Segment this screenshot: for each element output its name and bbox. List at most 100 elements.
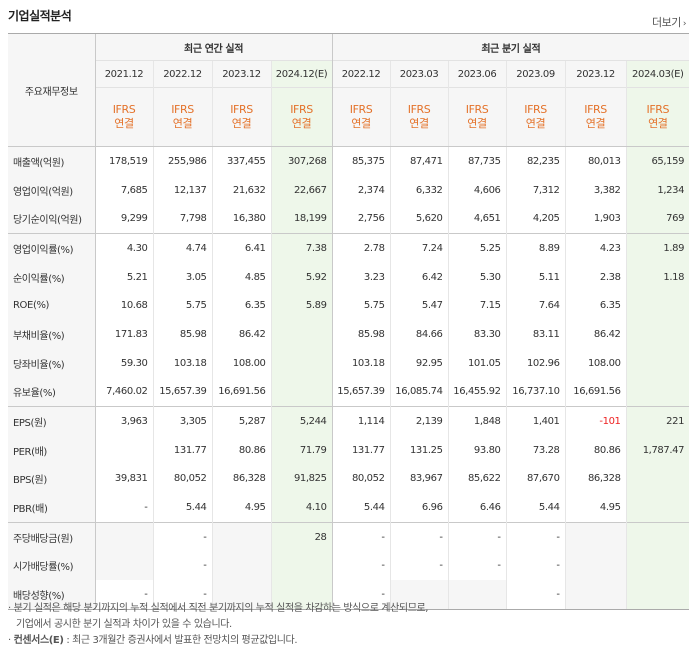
cell-annual-3: 18,199: [270, 204, 333, 234]
cell-quarter-4: 16,691.56: [564, 377, 627, 407]
cell-quarter-3: 8.89: [505, 233, 566, 263]
row-label: 순이익률(%): [8, 262, 95, 292]
cell-quarter-5: 221: [625, 406, 690, 436]
cell-quarter-3: 83.11: [505, 320, 566, 349]
more-link-label[interactable]: 더보기: [652, 16, 681, 29]
row-label: 유보율(%): [8, 377, 95, 407]
row-label: 부채비율(%): [8, 320, 95, 349]
financial-table: 주요재무정보 최근 연간 실적 최근 분기 실적 2021.12 2022.12 2…: [8, 33, 690, 611]
table-row: BPS(원) 39,831 80,052 86,328 91,825 80,052 83,9…: [8, 464, 690, 494]
annual-basis-1: IFRS 연결: [152, 87, 212, 147]
cell-quarter-3: -: [505, 580, 566, 611]
basis-consolidated: 연결: [585, 117, 606, 130]
basis-ifrs: IFRS: [524, 103, 547, 116]
cell-annual-2: [211, 580, 271, 611]
cell-quarter-1: 84.66: [389, 320, 449, 349]
cell-quarter-1: -: [389, 521, 449, 552]
cell-quarter-1: -: [389, 551, 449, 581]
table-row: 시가배당률(%) - - - - -: [8, 551, 690, 581]
basis-ifrs: IFRS: [584, 103, 607, 116]
cell-quarter-3: 7.64: [505, 291, 566, 321]
row-label: EPS(원): [8, 406, 95, 436]
cell-quarter-1: [389, 580, 449, 611]
cell-annual-3: [270, 377, 333, 407]
cell-quarter-2: -: [447, 521, 507, 552]
cell-annual-1: -: [152, 580, 212, 611]
quarter-basis-4: IFRS 연결: [564, 87, 627, 147]
cell-annual-0: [94, 551, 153, 581]
cell-quarter-0: 2,756: [331, 204, 391, 234]
cell-annual-2: [211, 551, 271, 581]
basis-ifrs: IFRS: [465, 103, 489, 116]
cell-annual-1: 85.98: [152, 320, 212, 349]
cell-annual-2: 4.85: [211, 262, 271, 292]
cell-quarter-4: 6.35: [564, 291, 627, 321]
table-row: 유보율(%) 7,460.02 15,657.39 16,691.56 15,657.3…: [8, 377, 690, 407]
quarter-basis-0: IFRS 연결: [331, 87, 391, 147]
cell-annual-1: 15,657.39: [152, 377, 212, 407]
basis-consolidated: 연결: [467, 117, 487, 130]
quarter-basis-2: IFRS 연결: [447, 87, 507, 147]
cell-annual-1: 255,986: [152, 146, 212, 176]
annual-basis-0: IFRS 연결: [94, 87, 153, 147]
row-label: 영업이익률(%): [8, 233, 95, 263]
cell-quarter-5: [625, 493, 690, 523]
cell-annual-1: 7,798: [152, 204, 212, 234]
cell-quarter-0: 15,657.39: [331, 377, 391, 407]
annual-basis-2: IFRS 연결: [211, 87, 271, 147]
chevron-right-icon[interactable]: ›: [682, 19, 687, 29]
cell-quarter-1: 87,471: [389, 146, 449, 176]
cell-quarter-0: 1,114: [331, 406, 391, 436]
annual-period-2: 2023.12: [211, 60, 271, 88]
table-row: PBR(배) -5.44 4.95 4.10 5.44 6.96 6.46 5.44 4.95: [8, 493, 690, 523]
cell-annual-0: [94, 521, 153, 552]
cell-quarter-5: [625, 464, 690, 494]
cell-annual-3: [270, 348, 333, 378]
basis-ifrs: IFRS: [290, 103, 313, 116]
cell-annual-1: -: [152, 521, 212, 552]
quarter-period-5: 2024.03(E): [625, 60, 690, 88]
cell-annual-3: [270, 580, 333, 611]
footnote-2: · 컨센서스(E) : 최근 3개월간 증권사에서 발표한 전망치의 평균값입니…: [8, 635, 298, 646]
cell-annual-1: 3,305: [152, 406, 212, 436]
cell-annual-2: 16,691.56: [211, 377, 271, 407]
basis-ifrs: IFRS: [112, 103, 136, 116]
consensus-label: 컨센서스(E): [13, 635, 64, 646]
cell-annual-1: 80,052: [152, 464, 212, 494]
cell-quarter-0: 131.77: [331, 435, 391, 465]
more-link[interactable]: 더보기 ›: [652, 14, 687, 30]
cell-annual-2: 86.42: [211, 320, 271, 349]
cell-annual-0: 10.68: [94, 291, 153, 321]
cell-annual-3: 4.10: [270, 493, 333, 523]
cell-quarter-4: -101: [564, 406, 627, 436]
cell-annual-3: 307,268: [270, 146, 333, 176]
basis-ifrs: IFRS: [407, 103, 431, 116]
basis-ifrs: IFRS: [230, 103, 253, 116]
cell-quarter-5: [625, 291, 690, 321]
cell-quarter-2: 16,455.92: [447, 377, 507, 407]
cell-quarter-4: 3,382: [564, 175, 627, 205]
cell-quarter-4: 80,013: [564, 146, 627, 176]
cell-quarter-2: 5.25: [447, 233, 507, 263]
cell-quarter-2: 83.30: [447, 320, 507, 349]
quarter-period-0: 2022.12: [331, 60, 391, 88]
cell-quarter-3: 5.11: [505, 262, 566, 292]
table-row: ROE(%) 10.68 5.75 6.35 5.89 5.75 5.47 7.15 7.64 6…: [8, 291, 690, 321]
cell-quarter-0: 80,052: [331, 464, 391, 494]
cell-quarter-1: 5.47: [389, 291, 449, 321]
cell-quarter-2: 4,651: [447, 204, 507, 234]
section-title: 기업실적분석: [8, 9, 72, 23]
cell-quarter-5: [625, 551, 690, 581]
cell-annual-0: 4.30: [94, 233, 153, 263]
cell-quarter-4: 108.00: [564, 348, 627, 378]
cell-quarter-0: 85.98: [331, 320, 391, 349]
cell-quarter-1: 5,620: [389, 204, 449, 234]
row-label: ROE(%): [8, 291, 95, 321]
cell-quarter-2: 4,606: [447, 175, 507, 205]
cell-annual-0: [94, 435, 153, 465]
cell-quarter-2: 101.05: [447, 348, 507, 378]
cell-quarter-5: [625, 348, 690, 378]
footnote-1: · 분기 실적은 해당 분기까지의 누적 실적에서 직전 분기까지의 누적 실적…: [8, 603, 429, 614]
cell-annual-1: 5.75: [152, 291, 212, 321]
